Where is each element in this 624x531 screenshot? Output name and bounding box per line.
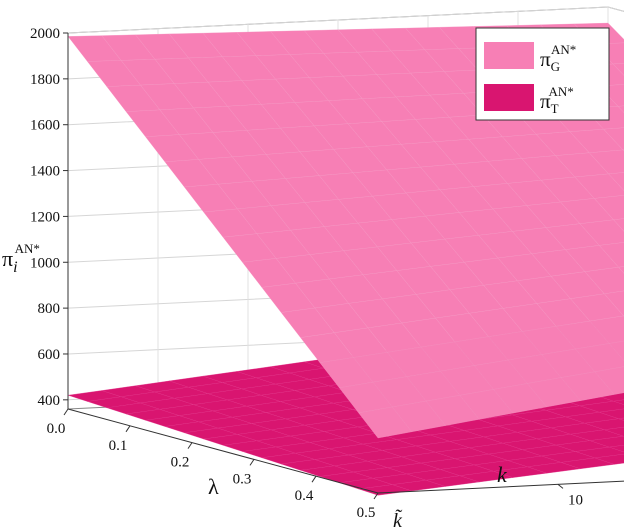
lambda-tick-label: 0.0 (47, 421, 66, 437)
legend-label-g: πGAN* (540, 42, 576, 74)
lambda-tick-label: 0.1 (109, 438, 128, 454)
z-axis-label: πiAN* (2, 241, 40, 276)
surface-patch (589, 315, 624, 344)
surface-patch (618, 417, 624, 421)
z-axis-ticks: 400 600 800 1000 1200 1400 1600 1800 2000 (30, 26, 68, 409)
z-tick-label: 400 (38, 393, 61, 409)
surface-patch (575, 343, 624, 373)
lambda-tick-label: 0.3 (233, 471, 252, 487)
surface-patch (589, 435, 624, 448)
surface-patch (618, 266, 624, 274)
legend: πGAN* πTAN* (475, 27, 610, 121)
surface-patch (579, 400, 624, 413)
surface-patch (594, 453, 624, 465)
surface-patch (574, 173, 624, 199)
surface-patch (603, 290, 624, 317)
surface-patch (613, 399, 624, 405)
lambda-axis-label: λ (208, 474, 219, 499)
z-tick-label: 1800 (30, 72, 60, 88)
z-tick-label: 800 (38, 301, 61, 317)
lambda-tick-mark (311, 475, 317, 483)
surface-patch (609, 444, 624, 453)
surface-patch (608, 340, 624, 361)
surface-patch (593, 195, 624, 221)
lambda-tick-label: 0.2 (171, 455, 190, 471)
surface-patch (584, 418, 624, 430)
legend-swatch-g (484, 42, 534, 69)
z-tick-label: 1600 (30, 118, 60, 134)
surface-patch (584, 266, 624, 295)
z-tick-label: 600 (38, 347, 61, 363)
k-axis-label: k (497, 462, 508, 487)
lambda-axis-line (67, 408, 379, 494)
surface-patch (603, 127, 624, 151)
legend-swatch-t (484, 84, 534, 111)
z-tick-label: 1400 (30, 164, 60, 180)
lambda-tick-mark (187, 442, 193, 449)
surface-patch (617, 105, 624, 113)
k-axis-line (377, 480, 624, 494)
surface-patch (613, 218, 624, 232)
surface-patch (594, 366, 624, 395)
lambda-tick-label: 0.5 (357, 505, 376, 521)
lambda-tick-mark (373, 492, 379, 500)
front-axes (67, 33, 624, 494)
k-axis-ticks: 101520 (557, 483, 583, 508)
k-tick-mark (557, 483, 564, 489)
lambda-tick-label: 0.4 (295, 488, 314, 504)
surface-patch (579, 219, 624, 246)
legend-label-t: πTAN* (540, 84, 574, 116)
surface-patch (604, 426, 624, 437)
z-tick-label: 1000 (30, 255, 60, 271)
k-tick-label: 10 (568, 492, 583, 508)
lambda-axis-ticks: 0.0 0.1 0.2 0.3 0.4 0.5 (47, 408, 379, 521)
surface-patch (598, 242, 624, 268)
surface-patch (588, 149, 624, 175)
lambda-tick-mark (249, 459, 255, 466)
surface-patch (575, 446, 624, 459)
surface-patch (608, 172, 624, 191)
z-tick-label: 1200 (30, 209, 60, 225)
surface-patch (612, 63, 624, 76)
lambda-tick-mark (125, 425, 131, 433)
lambda-tick-mark (63, 408, 69, 416)
k-tilde-label: k̃ (393, 508, 403, 531)
z-tick-label: 2000 (30, 26, 60, 42)
surface-patch (599, 408, 624, 419)
